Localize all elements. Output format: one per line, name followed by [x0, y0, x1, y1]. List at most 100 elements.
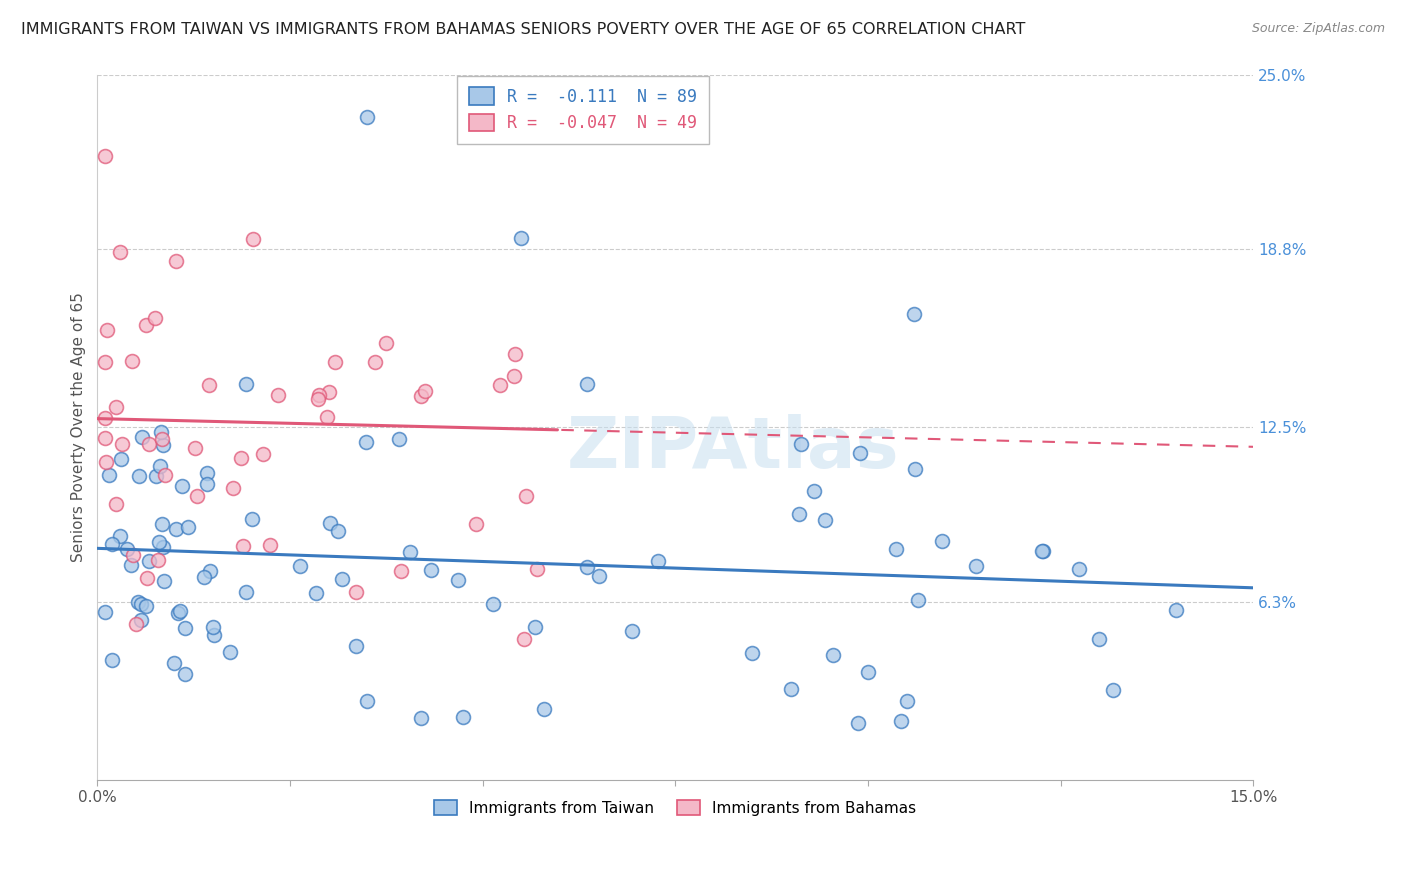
Point	[122, 548, 145, 562]
Point	[96, 455, 118, 469]
Point	[97, 468, 120, 483]
Point	[389, 564, 412, 578]
Point	[94, 149, 117, 163]
Point	[165, 254, 187, 268]
Point	[856, 665, 879, 680]
Point	[398, 544, 420, 558]
Point	[409, 710, 432, 724]
Point	[150, 425, 173, 440]
Point	[330, 573, 353, 587]
Point	[172, 479, 194, 493]
Point	[533, 702, 555, 716]
Point	[510, 231, 533, 245]
Point	[741, 646, 763, 660]
Point	[512, 632, 534, 646]
Point	[101, 537, 124, 551]
Point	[135, 599, 157, 614]
Point	[218, 644, 240, 658]
Point	[316, 410, 339, 425]
Point	[186, 489, 208, 503]
Point	[125, 617, 148, 632]
Point	[96, 323, 118, 337]
Point	[197, 377, 219, 392]
Point	[588, 569, 610, 583]
Point	[526, 562, 548, 576]
Point	[789, 437, 811, 451]
Point	[319, 516, 342, 530]
Point	[356, 110, 378, 124]
Point	[136, 571, 159, 585]
Point	[152, 540, 174, 554]
Point	[780, 682, 803, 697]
Point	[647, 553, 669, 567]
Point	[152, 438, 174, 452]
Point	[94, 354, 117, 368]
Point	[488, 378, 510, 392]
Point	[896, 693, 918, 707]
Point	[138, 554, 160, 568]
Point	[419, 563, 441, 577]
Point	[149, 459, 172, 474]
Point	[232, 539, 254, 553]
Point	[94, 605, 117, 619]
Point	[153, 574, 176, 589]
Point	[193, 569, 215, 583]
Point	[242, 231, 264, 245]
Point	[305, 585, 328, 599]
Point	[128, 468, 150, 483]
Point	[222, 481, 245, 495]
Point	[502, 369, 524, 384]
Point	[148, 535, 170, 549]
Point	[94, 411, 117, 425]
Point	[153, 467, 176, 482]
Point	[903, 307, 925, 321]
Point	[100, 653, 122, 667]
Point	[576, 376, 599, 391]
Point	[814, 514, 837, 528]
Point	[803, 483, 825, 498]
Point	[94, 432, 117, 446]
Point	[201, 619, 224, 633]
Point	[110, 452, 132, 467]
Point	[907, 593, 929, 607]
Point	[111, 436, 134, 450]
Point	[354, 435, 377, 450]
Point	[308, 388, 330, 402]
Point	[184, 441, 207, 455]
Point	[235, 376, 257, 391]
Point	[135, 318, 157, 333]
Point	[323, 355, 346, 369]
Point	[821, 648, 844, 662]
Point	[388, 433, 411, 447]
Point	[121, 353, 143, 368]
Point	[138, 437, 160, 451]
Point	[195, 477, 218, 491]
Point	[515, 490, 537, 504]
Text: IMMIGRANTS FROM TAIWAN VS IMMIGRANTS FROM BAHAMAS SENIORS POVERTY OVER THE AGE O: IMMIGRANTS FROM TAIWAN VS IMMIGRANTS FRO…	[21, 22, 1025, 37]
Point	[447, 573, 470, 587]
Point	[1032, 544, 1054, 558]
Point	[167, 606, 190, 620]
Point	[288, 558, 311, 573]
Text: ZIPAtlas: ZIPAtlas	[567, 414, 900, 483]
Point	[143, 311, 166, 326]
Point	[965, 558, 987, 573]
Point	[409, 389, 432, 403]
Point	[1102, 682, 1125, 697]
Point	[328, 524, 350, 538]
Point	[229, 450, 252, 465]
Point	[1031, 543, 1053, 558]
Legend: Immigrants from Taiwan, Immigrants from Bahamas: Immigrants from Taiwan, Immigrants from …	[425, 790, 925, 825]
Point	[195, 466, 218, 480]
Text: Source: ZipAtlas.com: Source: ZipAtlas.com	[1251, 22, 1385, 36]
Point	[129, 597, 152, 611]
Point	[1088, 632, 1111, 646]
Point	[235, 585, 257, 599]
Point	[344, 585, 367, 599]
Point	[482, 598, 505, 612]
Point	[931, 534, 953, 549]
Point	[524, 619, 547, 633]
Point	[884, 541, 907, 556]
Point	[110, 245, 132, 260]
Point	[620, 624, 643, 638]
